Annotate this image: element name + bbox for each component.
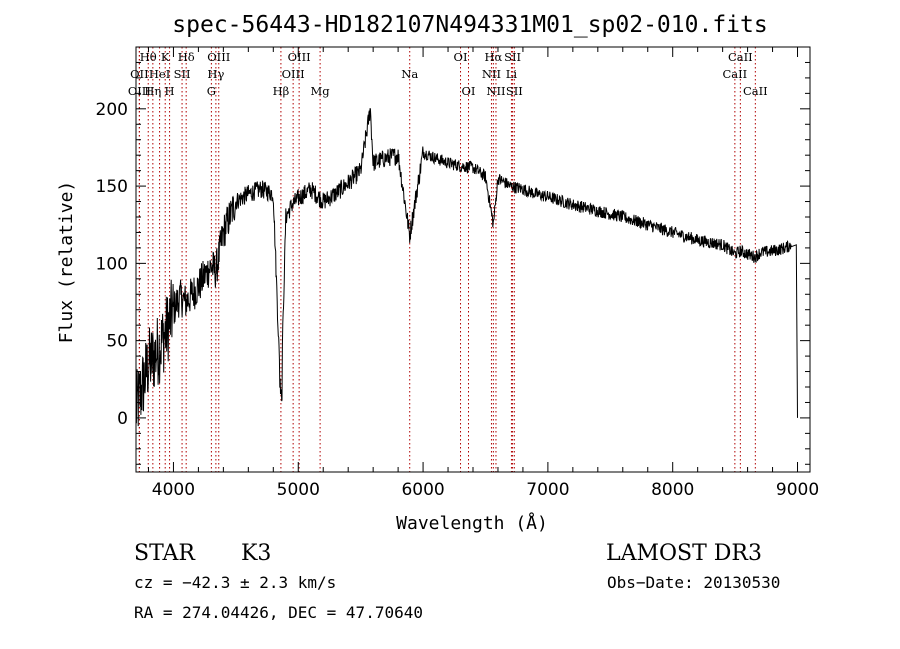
spectral-line-label: H: [165, 84, 175, 98]
y-tick-label: 200: [96, 100, 128, 120]
redshift-velocity: cz = −42.3 ± 2.3 km/s: [134, 573, 336, 592]
x-tick-label: 6000: [401, 480, 444, 500]
survey-name: LAMOST DR3: [606, 541, 762, 566]
flux-series-line: [135, 108, 798, 427]
observation-date: Obs−Date: 20130530: [607, 573, 780, 592]
spectral-line-label: OI: [454, 50, 468, 64]
x-axis-label: Wavelength (Å): [396, 512, 548, 534]
plot-frame: [135, 46, 811, 473]
spectral-line-label: Hθ: [140, 50, 157, 64]
spectral-line-label: Mg: [311, 84, 331, 98]
spectral-line-label: HeI: [149, 67, 170, 81]
spectral-line-label: CaII: [728, 50, 753, 64]
spectral-line-label: OI: [462, 84, 476, 98]
y-tick-label: 50: [106, 332, 128, 352]
y-tick-label: 150: [96, 177, 128, 197]
x-axis-ticks: 4000 5000 6000 7000 8000 9000: [147, 47, 819, 500]
y-axis-label: Flux (relative): [56, 181, 77, 344]
spectral-line-label: CaII: [743, 84, 768, 98]
spectral-line-label: OIII: [288, 50, 311, 64]
x-tick-label: 4000: [152, 480, 195, 500]
spectral-line-label: G: [207, 84, 216, 98]
spectral-line-label: K: [161, 50, 170, 64]
spectral-line-label: SII: [174, 67, 191, 81]
spectral-line-label: SII: [504, 50, 521, 64]
spectral-line-label: OII: [130, 67, 149, 81]
spectral-line-labels: Hθ OII OIII K HeI Hη SII H Hδ OIII Hγ G Hβ OIII OIII Mg…: [128, 50, 768, 98]
spectral-line-label: NII: [482, 67, 501, 81]
y-axis-ticks: 0 50 100 150 200: [96, 46, 810, 465]
spectral-lines-layer: [138, 47, 756, 472]
x-tick-label: 7000: [526, 480, 569, 500]
y-tick-label: 100: [96, 254, 128, 274]
spectral-line-label: NII: [486, 84, 505, 98]
spectral-line-label: Hδ: [178, 50, 195, 64]
spectral-line-label: Li: [506, 67, 518, 81]
spectral-line-label: Na: [401, 67, 418, 81]
spectral-line-label: OIII: [128, 84, 151, 98]
y-tick-label: 0: [117, 409, 128, 429]
spectral-line-label: Hη: [144, 84, 161, 98]
spectral-line-label: Hγ: [207, 67, 224, 81]
object-subclass: K3: [241, 541, 271, 566]
x-tick-label: 8000: [651, 480, 694, 500]
sky-coordinates: RA = 274.04426, DEC = 47.70640: [134, 603, 423, 622]
spectral-line-label: Hβ: [273, 84, 290, 98]
x-tick-label: 5000: [277, 480, 320, 500]
spectral-line-label: OIII: [282, 67, 305, 81]
spectral-line-label: Hα: [484, 50, 502, 64]
x-tick-label: 9000: [776, 480, 819, 500]
spectral-line-label: OIII: [207, 50, 230, 64]
spectral-line-label: CaII: [722, 67, 747, 81]
object-class: STAR: [134, 541, 196, 566]
spectral-line-label: SII: [506, 84, 523, 98]
chart-title: spec-56443-HD182107N494331M01_sp02-010.f…: [172, 12, 767, 38]
